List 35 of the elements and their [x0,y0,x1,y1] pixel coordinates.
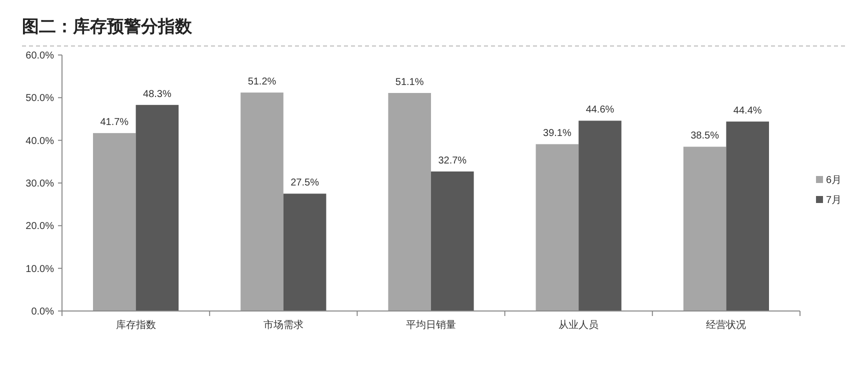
legend-label: 6月 [826,175,842,186]
y-tick-label: 0.0% [31,306,54,318]
data-label: 51.2% [248,76,276,88]
bar [536,144,579,311]
x-tick-label: 从业人员 [558,319,599,331]
x-tick-label: 市场需求 [263,319,304,331]
bar [240,92,284,311]
y-tick-label: 10.0% [26,264,54,275]
y-tick-label: 40.0% [26,136,54,147]
bar [431,171,474,311]
legend-label: 7月 [826,195,842,206]
bar [578,120,622,311]
data-label: 39.1% [543,128,572,140]
y-tick-label: 60.0% [26,50,54,62]
bar [283,194,326,311]
data-label: 32.7% [438,155,467,166]
data-label: 38.5% [690,130,720,142]
chart-title: 图二：库存预警分指数 [22,17,193,36]
y-tick-label: 30.0% [26,178,54,190]
data-label: 51.1% [395,76,424,88]
data-label: 44.4% [733,106,762,117]
bar [388,92,431,311]
data-label: 48.3% [143,88,172,100]
data-label: 44.6% [586,104,614,116]
x-tick-label: 经营状况 [706,319,746,331]
bar [726,122,770,311]
data-label: 27.5% [290,178,320,189]
y-tick-label: 50.0% [26,93,54,104]
x-tick-label: 库存指数 [116,319,156,331]
y-tick-label: 20.0% [26,221,54,232]
bar [683,146,726,311]
data-label: 41.7% [100,117,129,128]
bar [92,133,136,311]
x-tick-label: 平均日销量 [406,319,456,331]
bar [136,104,179,311]
